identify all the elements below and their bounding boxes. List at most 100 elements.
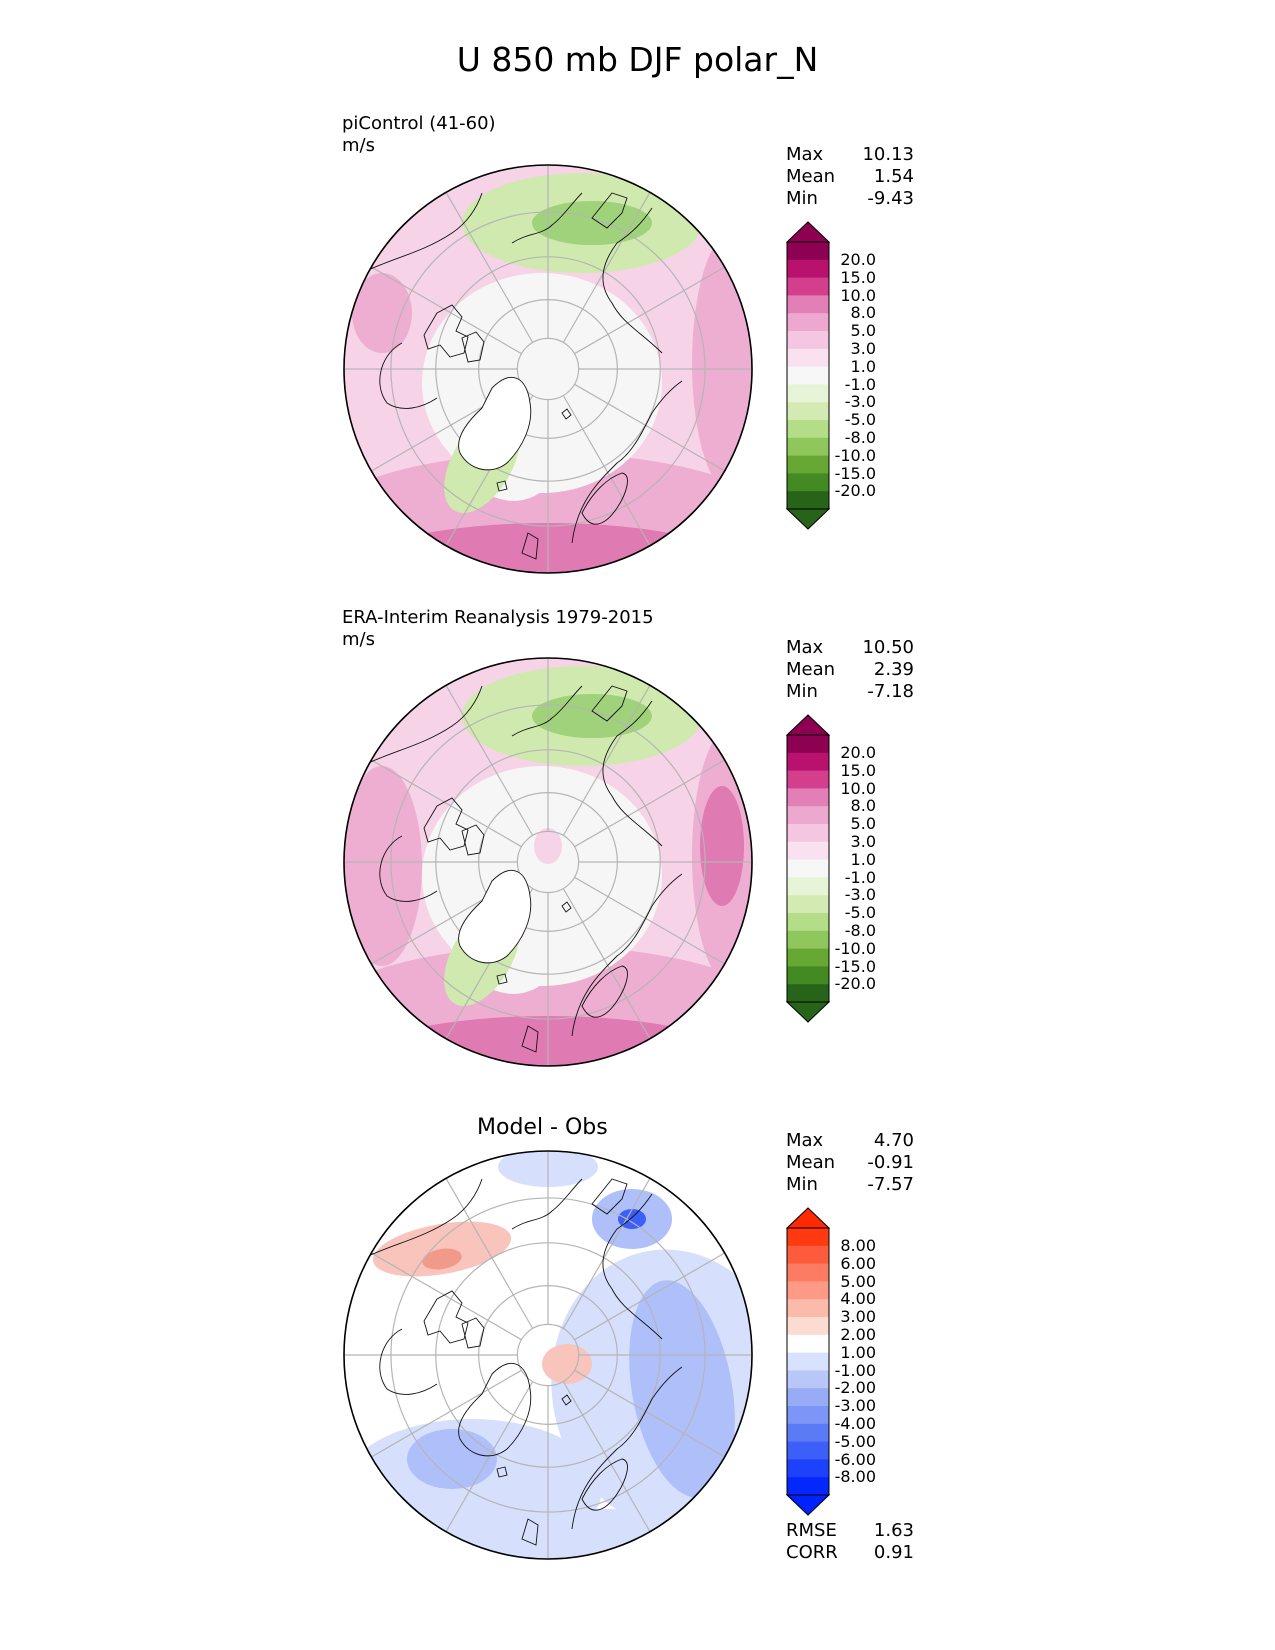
colorbar-segment: [787, 455, 829, 474]
colorbar-segment: [787, 1299, 829, 1318]
colorbar-tick-label: -5.0: [844, 410, 876, 430]
panel-1-label: piControl (41-60) m/s: [342, 113, 496, 157]
panel-1-dataset-name: piControl (41-60): [342, 113, 496, 134]
colorbar-tick-label: 3.0: [850, 831, 876, 851]
colorbar-tick-label: -1.0: [844, 374, 876, 394]
colorbar-segment: [787, 1441, 829, 1460]
panel-2-stats: Max 10.50 Mean 2.39 Min -7.18: [786, 637, 914, 703]
colorbar-tick-label: -6.00: [834, 1449, 876, 1469]
colorbar-segment: [787, 806, 829, 825]
colorbar-segment: [787, 1281, 829, 1300]
panel-3-title: Model - Obs: [477, 1115, 608, 1140]
stat-mean: Mean 1.54: [786, 166, 914, 187]
stat-min: Min -7.18: [786, 681, 914, 702]
colorbar-segment: [787, 1370, 829, 1389]
colorbar-tick-label: -3.00: [834, 1396, 876, 1416]
colorbar-segment: [787, 1352, 829, 1371]
colorbar-over-arrow: [785, 221, 831, 243]
negative-bias-southwest-core: [407, 1429, 497, 1489]
colorbar-segment: [787, 1459, 829, 1478]
colorbar-over-arrow: [785, 1207, 831, 1229]
center-pink: [534, 828, 562, 864]
colorbar-segment: [787, 1388, 829, 1407]
panel-3-stats: Max 4.70 Mean -0.91 Min -7.57: [786, 1130, 914, 1196]
stat-max: Max 4.70: [786, 1130, 914, 1151]
coastlines: [361, 192, 683, 560]
colorbar-segment: [787, 966, 829, 985]
colorbar-segment: [787, 242, 829, 261]
colorbar-segment: [787, 1245, 829, 1264]
colorbar-tick-label: 20.0: [840, 249, 876, 269]
colorbar-tick-label: 8.0: [850, 796, 876, 816]
easterly-core-north: [532, 201, 652, 245]
colorbar-segment: [787, 1477, 829, 1496]
colorbar-under-arrow: [785, 1001, 831, 1023]
wind-core-east: [700, 786, 744, 906]
colorbar-tick-label: -5.0: [844, 903, 876, 923]
colorbar-tick-label: 10.0: [840, 285, 876, 305]
panel-1-units: m/s: [342, 135, 375, 156]
colorbar-segment: [787, 420, 829, 439]
colorbar-tick-label: -20.0: [834, 481, 876, 501]
colorbar-segment: [787, 877, 829, 896]
colorbar-segment: [787, 259, 829, 278]
positive-bias-northwest-core: [422, 1248, 462, 1270]
colorbar-segment: [787, 735, 829, 754]
panel-2-label: ERA-Interim Reanalysis 1979-2015 m/s: [342, 607, 654, 651]
negative-bias-south: [402, 1509, 752, 1559]
colorbar-segment: [787, 1317, 829, 1336]
colorbar-under-arrow: [785, 1494, 831, 1516]
negative-bias-east-core: [629, 1280, 735, 1498]
colorbar-tick-label: -8.00: [834, 1467, 876, 1487]
colorbar-segment: [787, 895, 829, 914]
colorbar-segment: [787, 1406, 829, 1425]
colorbar-segment: [787, 752, 829, 771]
colorbar-segment: [787, 384, 829, 403]
stat-max: Max 10.50: [786, 637, 914, 658]
panel-1-stats: Max 10.13 Mean 1.54 Min -9.43: [786, 144, 914, 210]
colorbar-tick-label: -8.0: [844, 920, 876, 940]
colorbar-tick-label: 3.0: [850, 338, 876, 358]
graticule: [344, 165, 752, 573]
colorbar-tick-label: 5.00: [840, 1271, 876, 1291]
colorbar-tick-label: 8.00: [840, 1235, 876, 1255]
colorbar-panel-2: [785, 714, 831, 1023]
colorbar-tick-label: -4.00: [834, 1413, 876, 1433]
colorbar-segment: [787, 824, 829, 843]
colorbar-segment: [787, 770, 829, 789]
stat-mean: Mean -0.91: [786, 1152, 914, 1173]
graticule: [344, 1151, 752, 1559]
colorbar-tick-label: -5.00: [834, 1431, 876, 1451]
colorbar-tick-label: -2.00: [834, 1378, 876, 1398]
colorbar-segment: [787, 295, 829, 314]
colorbar-tick-label: -15.0: [834, 956, 876, 976]
colorbar-tick-label: 5.0: [850, 814, 876, 834]
colorbar-tick-label: -20.0: [834, 974, 876, 994]
map-boundary: [343, 657, 753, 1067]
colorbar-tick-label: 20.0: [840, 742, 876, 762]
colorbar-tick-label: -3.0: [844, 885, 876, 905]
colorbar-segment: [787, 313, 829, 332]
colorbar-segment: [787, 788, 829, 807]
colorbar-segment: [787, 1263, 829, 1282]
colorbar-segment: [787, 930, 829, 949]
colorbar-segment: [787, 491, 829, 510]
colorbar-segment: [787, 277, 829, 296]
colorbar-segment: [787, 402, 829, 421]
colorbar-segment: [787, 1423, 829, 1442]
colorbar-segment: [787, 948, 829, 967]
colorbar-tick-label: 1.0: [850, 849, 876, 869]
colorbar-segment: [787, 1334, 829, 1353]
colorbar-tick-label: -8.0: [844, 427, 876, 447]
colorbar-segment: [787, 841, 829, 860]
colorbar-segment: [787, 913, 829, 932]
colorbar-tick-label: 8.0: [850, 303, 876, 323]
colorbar-panel-1: [785, 221, 831, 530]
colorbar-segment: [787, 473, 829, 492]
colorbar-segment: [787, 437, 829, 456]
colorbar-tick-label: -3.0: [844, 392, 876, 412]
colorbar-tick-label: 1.00: [840, 1342, 876, 1362]
colorbar-under-arrow: [785, 508, 831, 530]
colorbar-tick-label: 1.0: [850, 356, 876, 376]
colorbar-tick-label: 10.0: [840, 778, 876, 798]
